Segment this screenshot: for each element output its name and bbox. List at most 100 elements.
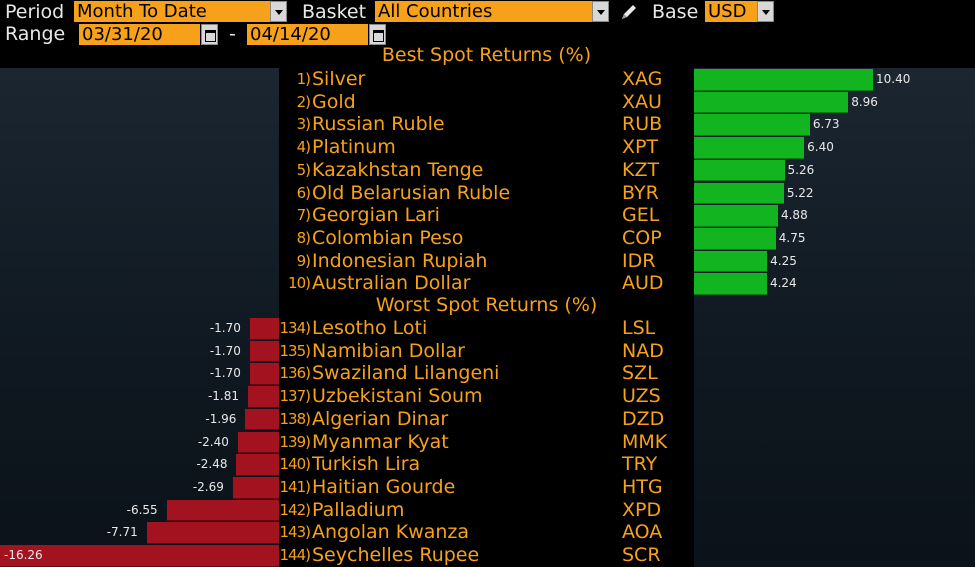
- currency-name: Russian Ruble: [312, 113, 445, 136]
- return-bar: [0, 545, 279, 567]
- currency-name: Turkish Lira: [312, 453, 421, 476]
- currency-code: RUB: [622, 113, 663, 136]
- return-value: -1.70: [209, 321, 241, 335]
- currency-code: BYR: [622, 181, 659, 204]
- return-bar: [694, 273, 767, 295]
- rank-label: 5): [296, 160, 311, 179]
- currency-code: XAU: [622, 90, 662, 113]
- rank-label: 3): [296, 115, 311, 134]
- return-bar: [694, 137, 805, 159]
- return-bar: [694, 159, 785, 182]
- return-value: 5.26: [787, 162, 815, 177]
- range-end-calendar-icon[interactable]: [369, 24, 386, 45]
- return-value: -1.81: [207, 389, 239, 404]
- return-value: -1.96: [205, 411, 237, 426]
- currency-name: Angolan Kwanza: [312, 521, 470, 544]
- currency-code: KZT: [622, 158, 660, 181]
- base-currency-dropdown[interactable]: USD: [705, 1, 758, 22]
- currency-name: Platinum: [312, 136, 396, 159]
- rank-label: 138): [279, 409, 311, 428]
- rank-label: 136): [279, 364, 311, 383]
- rank-label: 144): [279, 546, 311, 564]
- edit-pencil-icon[interactable]: [619, 2, 639, 22]
- return-bar: [249, 318, 279, 340]
- currency-name: Swaziland Lilangeni: [312, 362, 500, 385]
- rank-label: 8): [296, 228, 311, 247]
- return-bar: [232, 476, 279, 499]
- base-label: Base: [652, 1, 699, 23]
- return-value: 10.40: [876, 72, 911, 86]
- currency-name: Old Belarusian Ruble: [312, 181, 511, 204]
- currency-name: Algerian Dinar: [312, 407, 449, 430]
- worst-returns-title: Worst Spot Returns (%): [375, 294, 598, 316]
- currency-name: Seychelles Rupee: [312, 544, 480, 566]
- period-dropdown[interactable]: Month To Date: [74, 1, 271, 22]
- currency-code: LSL: [622, 317, 656, 339]
- currency-name: Myanmar Kyat: [312, 430, 449, 453]
- range-end-input[interactable]: 04/14/20: [247, 24, 368, 45]
- return-bar: [247, 386, 279, 408]
- currency-name: Georgian Lari: [312, 204, 440, 227]
- range-start-calendar-icon[interactable]: [201, 24, 218, 45]
- currency-code: SZL: [622, 362, 658, 385]
- rank-label: 137): [279, 387, 311, 406]
- rank-label: 141): [279, 477, 311, 496]
- rank-label: 134): [279, 319, 311, 337]
- basket-dropdown[interactable]: All Countries: [375, 1, 593, 22]
- return-value: 6.40: [807, 140, 834, 155]
- currency-name: Namibian Dollar: [312, 339, 465, 362]
- return-value: 4.88: [780, 208, 808, 223]
- base-chevron-down-icon[interactable]: [757, 1, 774, 22]
- best-returns-title: Best Spot Returns (%): [381, 44, 592, 66]
- rank-label: 140): [279, 455, 311, 474]
- return-value: -7.71: [106, 525, 138, 540]
- return-bar: [237, 431, 279, 454]
- range-start-input[interactable]: 03/31/20: [79, 24, 200, 45]
- basket-chevron-down-icon[interactable]: [592, 1, 609, 22]
- return-bar: [694, 114, 810, 137]
- currency-code: MMK: [622, 430, 668, 453]
- currency-code: TRY: [622, 453, 658, 476]
- return-bar: [146, 522, 279, 544]
- currency-code: XPT: [622, 136, 659, 159]
- rank-label: 1): [296, 70, 311, 88]
- currency-name: Palladium: [312, 498, 405, 521]
- return-bar: [694, 205, 778, 227]
- currency-name: Kazakhstan Tenge: [312, 158, 484, 181]
- currency-name: Colombian Peso: [312, 226, 464, 249]
- return-bar: [694, 69, 873, 91]
- currency-name: Haitian Gourde: [312, 475, 456, 498]
- currency-code: DZD: [622, 407, 665, 430]
- currency-code: UZS: [622, 385, 661, 408]
- range-separator: -: [229, 23, 236, 45]
- currency-name: Australian Dollar: [312, 272, 471, 295]
- return-bar: [694, 227, 776, 250]
- return-bar: [249, 340, 279, 363]
- return-bar: [245, 408, 279, 431]
- return-value: 4.24: [769, 276, 797, 291]
- return-value: 5.22: [786, 185, 814, 200]
- currency-code: AOA: [622, 521, 663, 544]
- return-bar: [694, 91, 849, 114]
- return-value: -16.26: [4, 548, 43, 562]
- return-value: -1.70: [209, 366, 241, 381]
- return-value: 4.25: [770, 253, 797, 268]
- range-label: Range: [5, 23, 66, 45]
- return-bar: [166, 499, 279, 522]
- currency-code: AUD: [622, 272, 664, 295]
- return-bar: [694, 250, 768, 273]
- rank-label: 9): [296, 251, 311, 270]
- period-label: Period: [5, 1, 65, 23]
- rank-label: 2): [296, 92, 311, 111]
- rank-label: 4): [296, 138, 311, 157]
- return-value: -2.40: [197, 434, 229, 449]
- period-chevron-down-icon[interactable]: [270, 1, 287, 22]
- rank-label: 142): [279, 500, 311, 519]
- currency-name: Silver: [312, 68, 366, 90]
- rank-label: 7): [296, 206, 311, 225]
- return-value: -1.70: [209, 343, 241, 358]
- basket-label: Basket: [302, 1, 367, 23]
- currency-code: SCR: [622, 544, 661, 566]
- return-value: -2.69: [192, 479, 224, 494]
- currency-code: NAD: [622, 339, 664, 362]
